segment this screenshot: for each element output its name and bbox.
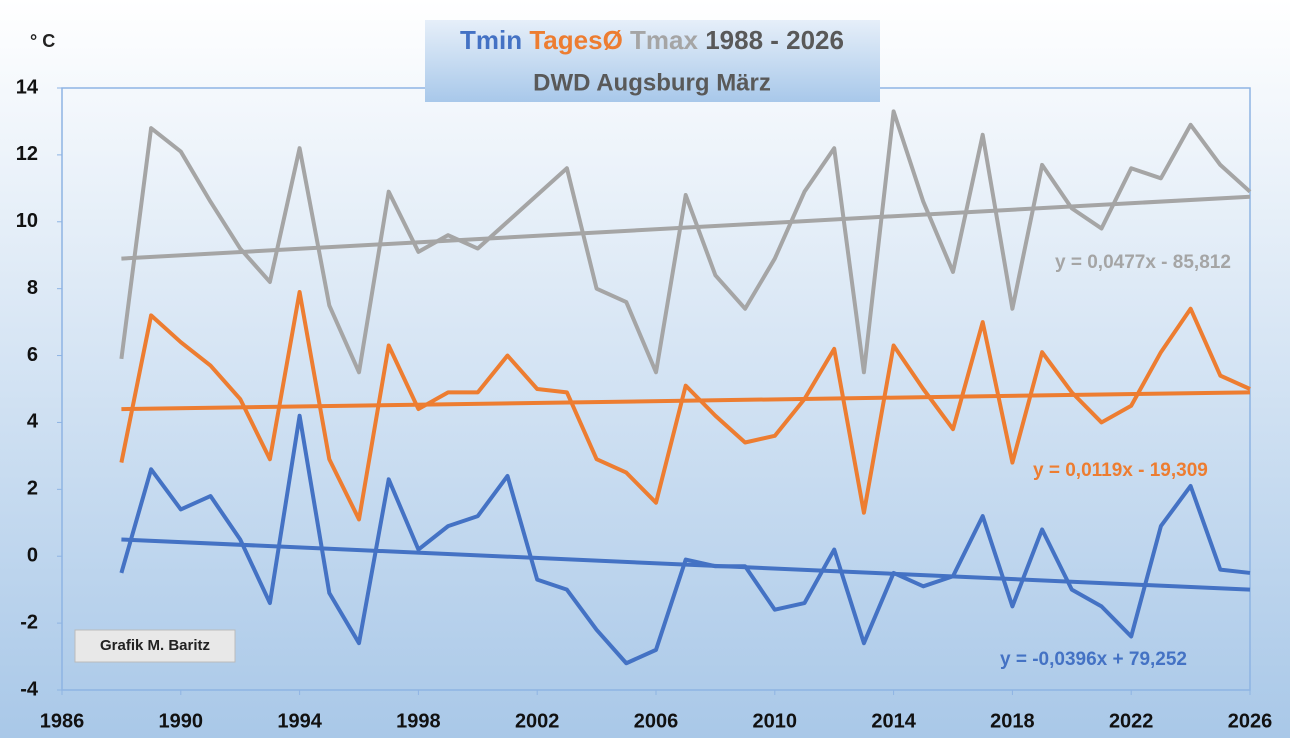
y-tick-label: 4 [27, 411, 39, 433]
legend-entry: Tmax [630, 25, 698, 55]
data-line [119, 413, 1251, 666]
chart-subtitle: DWD Augsburg März [533, 69, 771, 96]
y-tick-label: 14 [16, 76, 39, 98]
trend-label: y = 0,0119x - 19,309 [1033, 460, 1208, 481]
y-tick-label: -4 [20, 678, 39, 700]
x-tick-label: 2014 [871, 710, 916, 732]
annotation: Grafik M. Baritz [100, 637, 210, 654]
legend-entry: TagesØ [529, 25, 622, 55]
x-tick-label: 1986 [40, 710, 85, 732]
data-line [119, 290, 1251, 522]
x-tick-label: 2022 [1109, 710, 1154, 732]
title-text: 1988 - 2026 [705, 25, 844, 55]
annotation-box [74, 629, 236, 663]
data-line [119, 109, 1252, 375]
y-axis-label: ° C [30, 31, 55, 51]
trend-label: y = 0,0477x - 85,812 [1055, 252, 1231, 273]
y-tick-label: -2 [20, 611, 38, 633]
x-tick-label: 1990 [159, 710, 204, 732]
trend-label: y = -0,0396x + 79,252 [1000, 649, 1187, 670]
x-tick-label: 2026 [1228, 710, 1273, 732]
y-tick-label: 6 [27, 344, 38, 366]
y-tick-label: 0 [27, 545, 38, 567]
x-tick-label: 2018 [990, 710, 1035, 732]
x-tick-label: 2006 [634, 710, 679, 732]
chart-title: Tmin TagesØ Tmax 1988 - 2026 [460, 25, 844, 55]
trend-line [121, 194, 1251, 261]
y-tick-label: 2 [27, 478, 38, 500]
y-tick-label: 12 [16, 143, 38, 165]
x-tick-label: 1994 [277, 710, 322, 732]
legend-entry: Tmin [460, 25, 522, 55]
title-box [425, 20, 880, 102]
y-tick-label: 10 [16, 210, 38, 232]
x-tick-label: 2002 [515, 710, 560, 732]
x-tick-label: 1998 [396, 710, 441, 732]
y-tick-label: 8 [27, 277, 38, 299]
trend-line [121, 390, 1251, 412]
x-tick-label: 2010 [753, 710, 798, 732]
